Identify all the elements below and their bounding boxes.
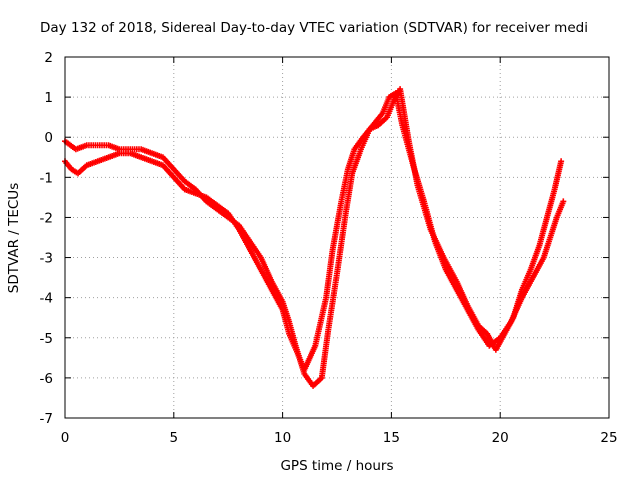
x-tick-label: 15 bbox=[383, 430, 400, 446]
data-points bbox=[62, 86, 567, 389]
y-tick-label: 1 bbox=[44, 90, 53, 106]
x-tick-label: 20 bbox=[492, 430, 509, 446]
data-series bbox=[62, 86, 565, 389]
y-axis-label: SDTVAR / TECUs bbox=[6, 183, 22, 293]
y-tick-label: -1 bbox=[40, 170, 53, 186]
y-tick-label: -2 bbox=[40, 210, 53, 226]
x-tick-label: 10 bbox=[274, 430, 291, 446]
y-tick-label: -6 bbox=[40, 371, 53, 387]
y-tick-label: 2 bbox=[44, 50, 53, 66]
y-tick-label: -5 bbox=[40, 331, 53, 347]
x-tick-label: 25 bbox=[600, 430, 617, 446]
data-point bbox=[560, 198, 567, 205]
x-tick-label: 0 bbox=[61, 430, 70, 446]
y-tick-label: -3 bbox=[40, 251, 53, 267]
axis-ticks: 0 5 10 15 20 25 -7 -6 -5 -4 -3 -2 -1 0 1 2 bbox=[40, 50, 618, 446]
x-tick-label: 5 bbox=[170, 430, 179, 446]
data-point bbox=[558, 158, 565, 165]
data-series bbox=[62, 90, 567, 373]
chart-title: Day 132 of 2018, Sidereal Day-to-day VTE… bbox=[40, 20, 588, 36]
y-tick-label: -7 bbox=[40, 411, 53, 427]
plot-frame bbox=[64, 56, 610, 419]
y-tick-label: 0 bbox=[44, 130, 53, 146]
x-axis-label: GPS time / hours bbox=[280, 458, 393, 474]
y-tick-label: -4 bbox=[40, 291, 53, 307]
